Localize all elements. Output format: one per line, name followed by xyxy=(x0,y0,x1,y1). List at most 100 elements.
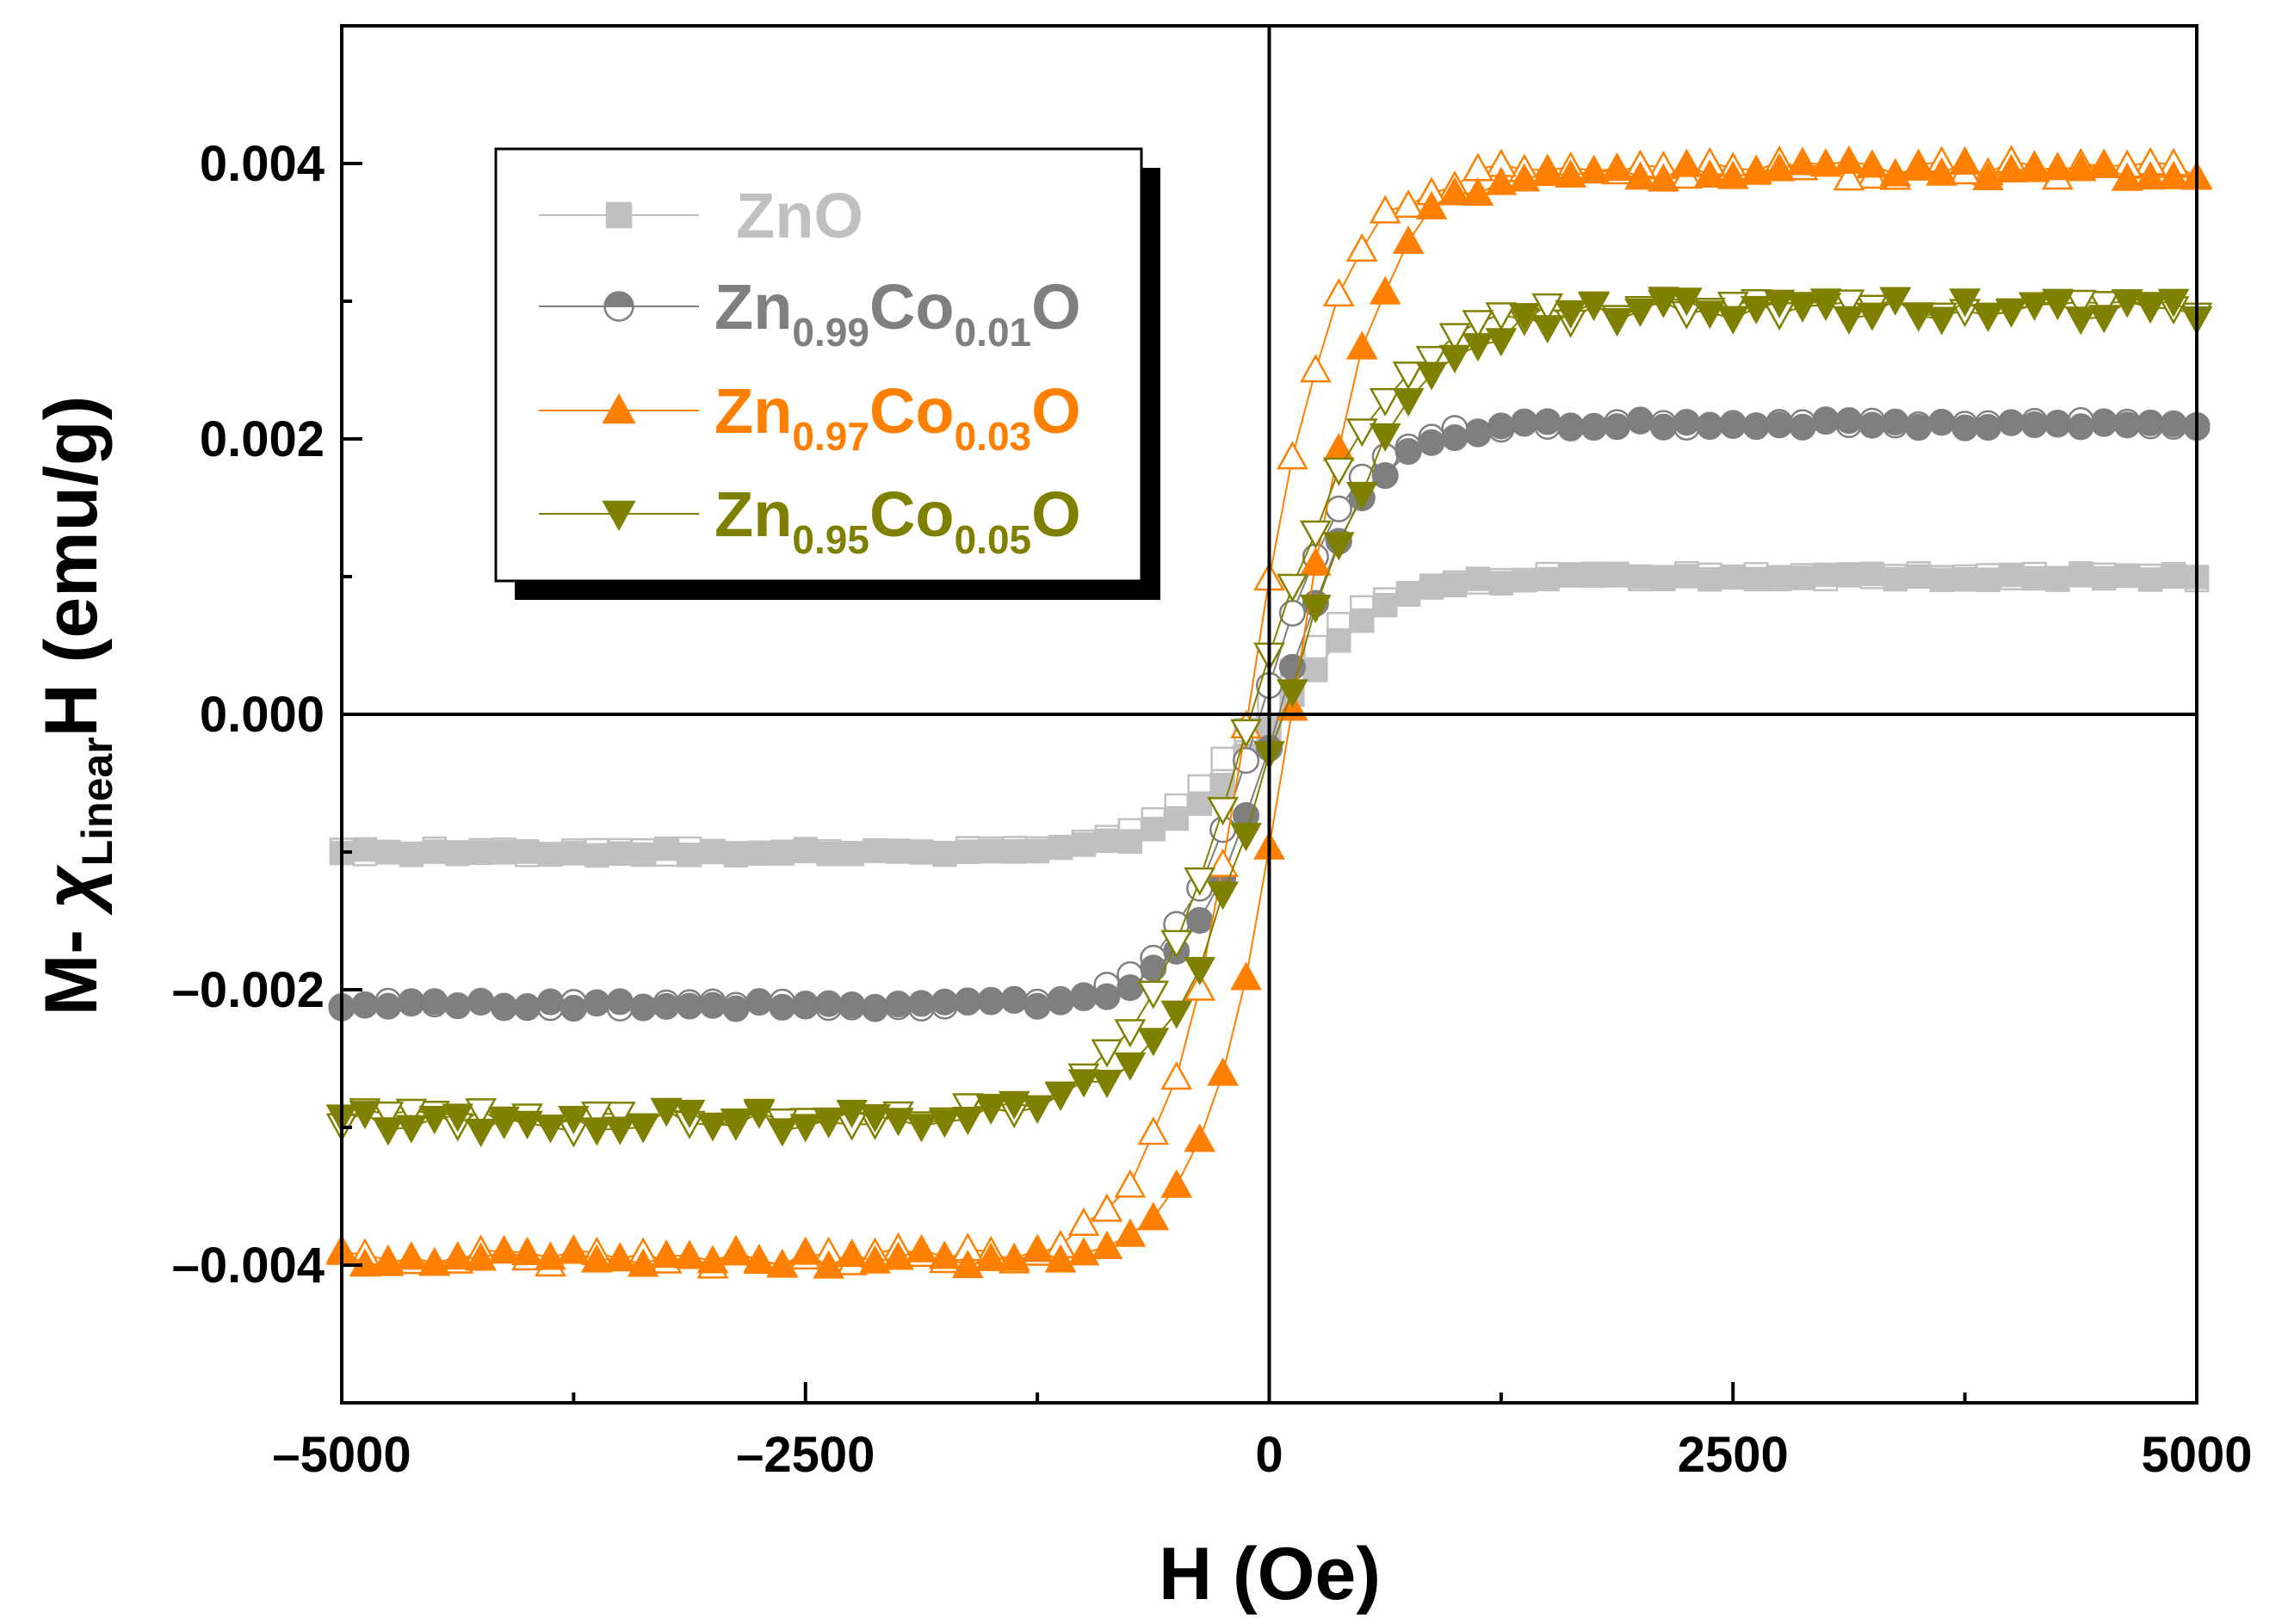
data-point xyxy=(1534,408,1561,435)
data-point xyxy=(1187,791,1212,816)
data-point xyxy=(2087,291,2120,320)
y-tick-label: 0.002 xyxy=(200,411,325,467)
legend-label-part: Co xyxy=(869,271,955,343)
data-point xyxy=(1601,308,1633,337)
y-tick-label: –0.002 xyxy=(172,962,325,1018)
data-point xyxy=(652,992,680,1020)
data-point xyxy=(1508,303,1541,332)
data-point xyxy=(1882,408,1909,435)
data-point xyxy=(1230,961,1262,991)
data-point xyxy=(1906,564,1931,590)
data-point xyxy=(1000,986,1028,1014)
data-point xyxy=(608,841,633,867)
data-point xyxy=(2042,288,2074,318)
data-point xyxy=(561,841,586,866)
data-point xyxy=(1972,303,2004,332)
data-point xyxy=(395,1098,428,1127)
data-point xyxy=(1117,829,1143,854)
data-point xyxy=(1164,806,1189,831)
data-point xyxy=(1070,984,1098,1011)
legend-label-part: O xyxy=(1031,375,1081,447)
data-point xyxy=(1415,345,1448,375)
data-point xyxy=(1464,420,1492,448)
data-point xyxy=(2161,562,2186,587)
data-point xyxy=(421,988,448,1016)
data-point xyxy=(558,1105,590,1135)
data-point xyxy=(863,837,887,863)
data-point xyxy=(816,842,841,867)
data-point xyxy=(1555,158,1587,188)
data-point xyxy=(467,987,495,1015)
data-point xyxy=(1649,413,1677,441)
data-point xyxy=(886,838,911,863)
data-point xyxy=(491,994,518,1022)
y-axis-title-suffix: H (emu/g) xyxy=(30,396,113,738)
data-point xyxy=(1951,414,1979,442)
data-point xyxy=(907,990,935,1017)
data-point xyxy=(2064,306,2097,336)
data-point xyxy=(1604,413,1631,441)
data-point xyxy=(1859,561,1885,587)
legend-item-ZnO: ZnO xyxy=(539,180,863,251)
data-point xyxy=(2064,152,2097,182)
data-point xyxy=(1438,344,1471,374)
data-point xyxy=(1905,414,1932,442)
data-point xyxy=(418,1246,451,1275)
data-point xyxy=(1671,287,1703,317)
data-point xyxy=(1833,289,1865,318)
data-point xyxy=(1693,158,1726,188)
data-point xyxy=(2087,148,2120,177)
data-point xyxy=(1696,412,1723,441)
data-point xyxy=(580,1117,613,1146)
data-point xyxy=(1067,1237,1100,1266)
y-axis-title-chi: χ xyxy=(30,864,113,916)
data-point xyxy=(1091,1039,1123,1068)
data-point xyxy=(696,1244,729,1274)
data-point xyxy=(650,1239,683,1269)
data-point xyxy=(2020,411,2048,439)
data-point xyxy=(1786,146,1819,176)
data-point xyxy=(1345,418,1378,448)
data-point xyxy=(1392,225,1425,254)
data-point xyxy=(535,1115,566,1144)
data-point xyxy=(1137,980,1170,1010)
legend-label: Zn0.99Co0.01O xyxy=(714,271,1081,355)
data-point xyxy=(375,840,401,865)
data-point xyxy=(442,1103,474,1133)
data-point xyxy=(1902,151,1935,181)
data-point xyxy=(1322,278,1355,307)
legend-item-Zn0.97Co0.03O: Zn0.97Co0.03O xyxy=(539,375,1081,459)
data-point xyxy=(1812,408,1840,435)
data-point xyxy=(584,843,609,868)
data-point xyxy=(349,1248,381,1277)
data-point xyxy=(1605,563,1629,588)
legend-label-subscript: 0.95 xyxy=(792,517,869,562)
data-point xyxy=(699,991,727,1019)
data-point xyxy=(1742,412,1770,440)
data-point xyxy=(932,842,957,868)
data-point xyxy=(1047,988,1074,1016)
data-point xyxy=(673,1239,706,1269)
data-point xyxy=(770,841,795,866)
data-point xyxy=(511,1110,543,1139)
data-point xyxy=(1809,288,1842,318)
data-point xyxy=(1345,232,1378,262)
data-point xyxy=(1345,330,1378,360)
data-point xyxy=(442,1241,474,1270)
data-point xyxy=(1300,354,1332,383)
data-point xyxy=(1465,566,1491,591)
data-point xyxy=(789,1114,822,1143)
data-point xyxy=(793,837,818,861)
data-point xyxy=(1300,594,1332,624)
data-point xyxy=(1071,832,1097,857)
data-point xyxy=(1926,306,1958,336)
x-tick-label: 5000 xyxy=(2141,1427,2252,1483)
data-point xyxy=(1555,299,1587,329)
series-Zn0.95Co0.05O xyxy=(325,287,2213,1148)
legend-marker xyxy=(602,392,636,424)
data-point xyxy=(836,1238,868,1268)
legend-label: ZnO xyxy=(736,180,863,251)
data-point xyxy=(1485,328,1518,357)
data-point xyxy=(723,841,749,866)
data-point xyxy=(2045,565,2070,591)
